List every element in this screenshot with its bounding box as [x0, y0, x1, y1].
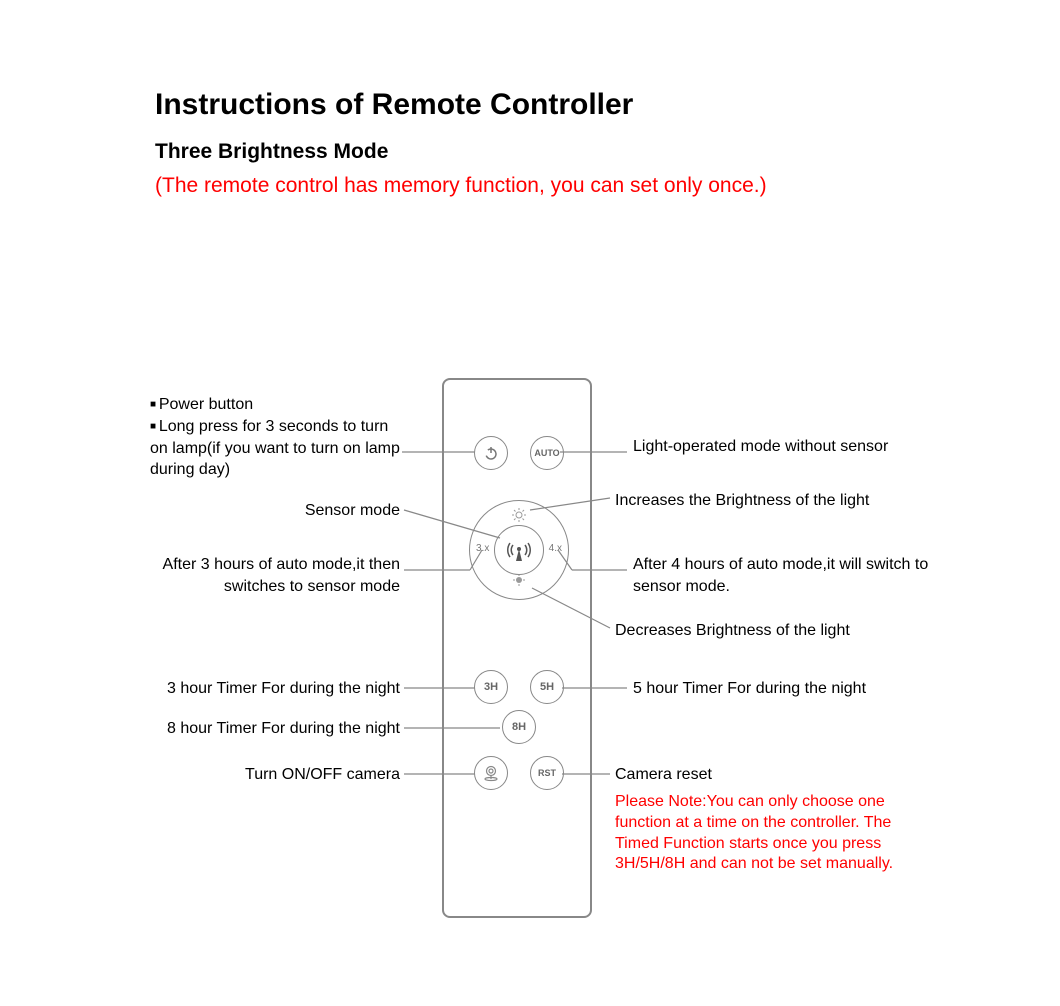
auto-button: AUTO [530, 436, 564, 470]
sensor-button [494, 525, 544, 575]
callout-cam-reset: Camera reset [615, 764, 915, 786]
warning-note: Please Note:You can only choose one func… [615, 792, 915, 875]
callout-camera: Turn ON/OFF camera [160, 764, 400, 786]
subtitle: Three Brightness Mode [155, 140, 388, 164]
page-title: Instructions of Remote Controller [155, 88, 633, 122]
callout-timer8: 8 hour Timer For during the night [110, 718, 400, 740]
power-icon [483, 445, 499, 461]
callout-bright-up: Increases the Brightness of the light [615, 490, 935, 512]
callout-timer3: 3 hour Timer For during the night [110, 678, 400, 700]
power-button [474, 436, 508, 470]
dial-4x-label: 4.x [549, 543, 562, 554]
timer-8h-button: 8H [502, 710, 536, 744]
callout-auto4: After 4 hours of auto mode,it will switc… [633, 554, 933, 597]
callout-timer5: 5 hour Timer For during the night [633, 678, 933, 700]
callout-sensor: Sensor mode [150, 500, 400, 522]
callout-light-operated: Light-operated mode without sensor [633, 436, 933, 458]
remote-outline: AUTO 3.x 4.x [442, 378, 592, 918]
timer-5h-button: 5H [530, 670, 564, 704]
auto-label: AUTO [534, 448, 559, 458]
reset-button: RST [530, 756, 564, 790]
callout-auto3: After 3 hours of auto mode,it then switc… [130, 554, 400, 597]
callout-power-1: Power button [150, 394, 253, 416]
brightness-down-icon [511, 572, 527, 593]
callout-power-2: Long press for 3 seconds to turn on lamp… [150, 416, 400, 481]
antenna-icon [504, 535, 534, 565]
camera-icon [482, 764, 500, 782]
dial-3x-label: 3.x [476, 543, 489, 554]
memory-note: (The remote control has memory function,… [155, 174, 767, 198]
callout-bright-down: Decreases Brightness of the light [615, 620, 935, 642]
timer-3h-button: 3H [474, 670, 508, 704]
control-dial: 3.x 4.x [469, 500, 569, 600]
camera-button [474, 756, 508, 790]
